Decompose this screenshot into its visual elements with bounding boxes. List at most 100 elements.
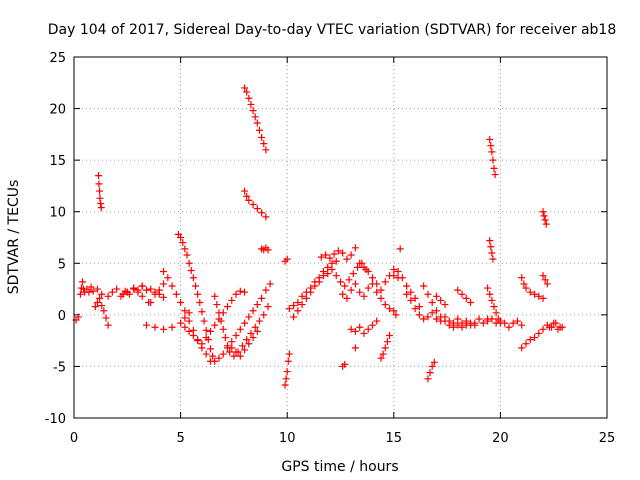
data-point (183, 251, 191, 259)
data-point (264, 303, 272, 311)
data-point (243, 88, 251, 96)
data-point (243, 192, 251, 200)
data-point (484, 284, 492, 292)
data-point (332, 272, 340, 280)
data-point (522, 284, 530, 292)
data-point (509, 319, 517, 327)
data-point (260, 140, 268, 148)
data-point (381, 344, 389, 352)
data-point (196, 298, 204, 306)
series-arc-w (377, 331, 394, 362)
data-point (441, 317, 449, 325)
data-point (177, 234, 185, 241)
x-tick-label: 15 (386, 431, 403, 446)
data-point (540, 212, 548, 220)
data-point (202, 326, 210, 334)
data-point (392, 311, 400, 319)
data-point (356, 288, 364, 296)
data-point (189, 274, 197, 282)
data-point (489, 156, 497, 164)
x-tick-label: 0 (70, 431, 78, 446)
y-tick-label: 20 (49, 103, 66, 118)
data-point (479, 319, 487, 327)
series-arc-l (211, 292, 234, 356)
series-arc-n (228, 327, 261, 360)
data-point (104, 292, 112, 300)
data-point (232, 331, 240, 339)
data-point (437, 313, 445, 321)
data-point (281, 381, 289, 389)
data-point (194, 290, 202, 298)
data-point (181, 323, 189, 331)
y-axis-label: SDTVAR / TECUs (6, 180, 22, 295)
data-point (386, 331, 394, 339)
data-point (343, 255, 351, 263)
data-point (202, 334, 210, 342)
data-point (96, 294, 104, 302)
data-point (185, 317, 193, 325)
data-point (95, 172, 103, 180)
data-point (185, 259, 193, 267)
data-point (407, 288, 415, 296)
data-point (324, 263, 332, 271)
x-tick-label: 25 (599, 431, 616, 446)
data-point (283, 368, 291, 376)
data-point (484, 317, 492, 325)
data-point (364, 268, 372, 276)
plot-border (73, 56, 608, 419)
data-point (245, 196, 253, 204)
data-point (100, 307, 108, 315)
data-point (294, 298, 302, 306)
data-point (337, 278, 344, 286)
data-point (347, 286, 355, 294)
data-point (462, 294, 470, 302)
series-arc-s (290, 259, 370, 321)
data-point (545, 323, 553, 331)
data-point (238, 342, 246, 350)
data-point (351, 344, 359, 352)
y-tick-label: 10 (49, 206, 66, 221)
data-point (97, 204, 105, 212)
data-point (390, 265, 398, 273)
data-point (332, 257, 340, 265)
data-point (236, 287, 244, 295)
data-point (341, 360, 349, 368)
data-point (198, 340, 206, 348)
data-point (241, 288, 249, 296)
data-point (249, 334, 257, 342)
data-point (326, 254, 334, 262)
data-point (432, 292, 440, 300)
data-point (194, 336, 202, 344)
data-point (138, 292, 146, 300)
data-point (228, 338, 236, 346)
series-arc-r (285, 257, 340, 313)
data-point (232, 348, 240, 356)
data-point (245, 313, 253, 321)
series-arc-t (317, 244, 402, 294)
y-tick-label: 15 (49, 154, 66, 169)
data-point (96, 194, 104, 202)
data-point (426, 369, 434, 377)
data-point (454, 321, 462, 329)
data-point (471, 321, 479, 329)
data-point (458, 323, 466, 331)
data-point (282, 375, 290, 383)
data-point (290, 302, 298, 310)
x-axis-label: GPS time / hours (281, 459, 398, 475)
data-point (224, 303, 232, 311)
data-point (349, 270, 357, 278)
data-point (558, 323, 566, 331)
series-arc-a (72, 278, 97, 324)
data-point (381, 301, 389, 309)
grid (74, 57, 607, 418)
data-point (245, 94, 253, 102)
data-point (441, 301, 449, 309)
data-point (454, 315, 462, 323)
data-point (185, 327, 193, 335)
data-point (488, 315, 496, 323)
data-point (108, 288, 116, 296)
data-point (411, 294, 419, 302)
data-point (145, 298, 153, 306)
data-point (364, 325, 372, 333)
series-arc-q (281, 255, 293, 389)
